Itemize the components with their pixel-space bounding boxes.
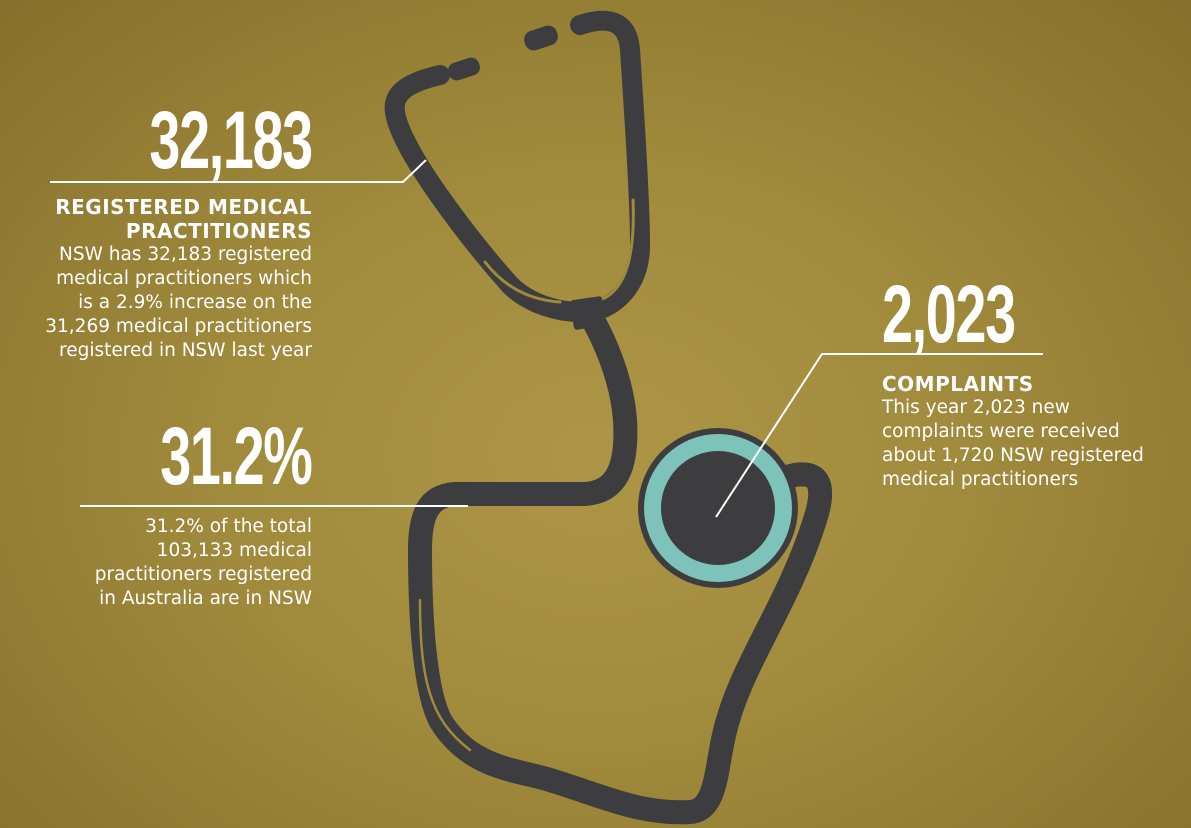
main-tube	[408, 303, 833, 825]
stat-value: 2,023	[882, 269, 1016, 360]
stat-heading: PRACTITIONERS	[125, 219, 312, 243]
stat-block: 31.2% of the total 103,133 medical practit…	[95, 515, 312, 611]
stat-block: COMPLAINTS This year 2,023 new complaints …	[882, 372, 1144, 492]
stat-text: registered in NSW last year	[59, 340, 312, 361]
leader-lines	[50, 159, 1043, 518]
stat-text: in Australia are in NSW	[99, 588, 312, 609]
stat-text: is a 2.9% increase on the	[78, 292, 312, 313]
stat-text: NSW has 32,183 registered	[58, 244, 312, 265]
stat-value: 32,183	[149, 95, 314, 186]
tube-highlight	[598, 198, 635, 302]
stat-text: This year 2,023 new	[882, 397, 1070, 418]
stat-value: 31.2%	[160, 411, 314, 502]
stethoscope	[384, 10, 833, 825]
leader-line	[50, 159, 427, 183]
leader-line	[715, 353, 1043, 518]
stat-text: medical practitioners	[882, 469, 1079, 490]
stat-text: about 1,720 NSW registered	[882, 445, 1144, 466]
stat-text: complaints were received	[882, 421, 1120, 442]
stat-text: 31.2% of the total	[145, 516, 312, 537]
left-tube	[384, 65, 590, 322]
tube-highlight	[483, 260, 562, 304]
stat-block: REGISTERED MEDICAL PRACTITIONERS NSW has 3…	[45, 195, 312, 363]
stat-text: medical practitioners which	[56, 268, 312, 289]
stat-heading: COMPLAINTS	[882, 372, 1034, 396]
ear-tip	[524, 25, 558, 51]
stem-joint	[570, 296, 606, 330]
right-tube	[570, 10, 650, 322]
tube-highlight	[418, 598, 472, 752]
stat-text: 103,133 medical	[156, 540, 312, 561]
ear-tip	[448, 57, 480, 81]
stat-heading: REGISTERED MEDICAL	[55, 195, 312, 219]
stat-text: practitioners registered	[94, 564, 312, 585]
stat-text: 31,269 medical practitioners	[45, 316, 312, 337]
chestpiece-diaphragm	[661, 451, 775, 565]
